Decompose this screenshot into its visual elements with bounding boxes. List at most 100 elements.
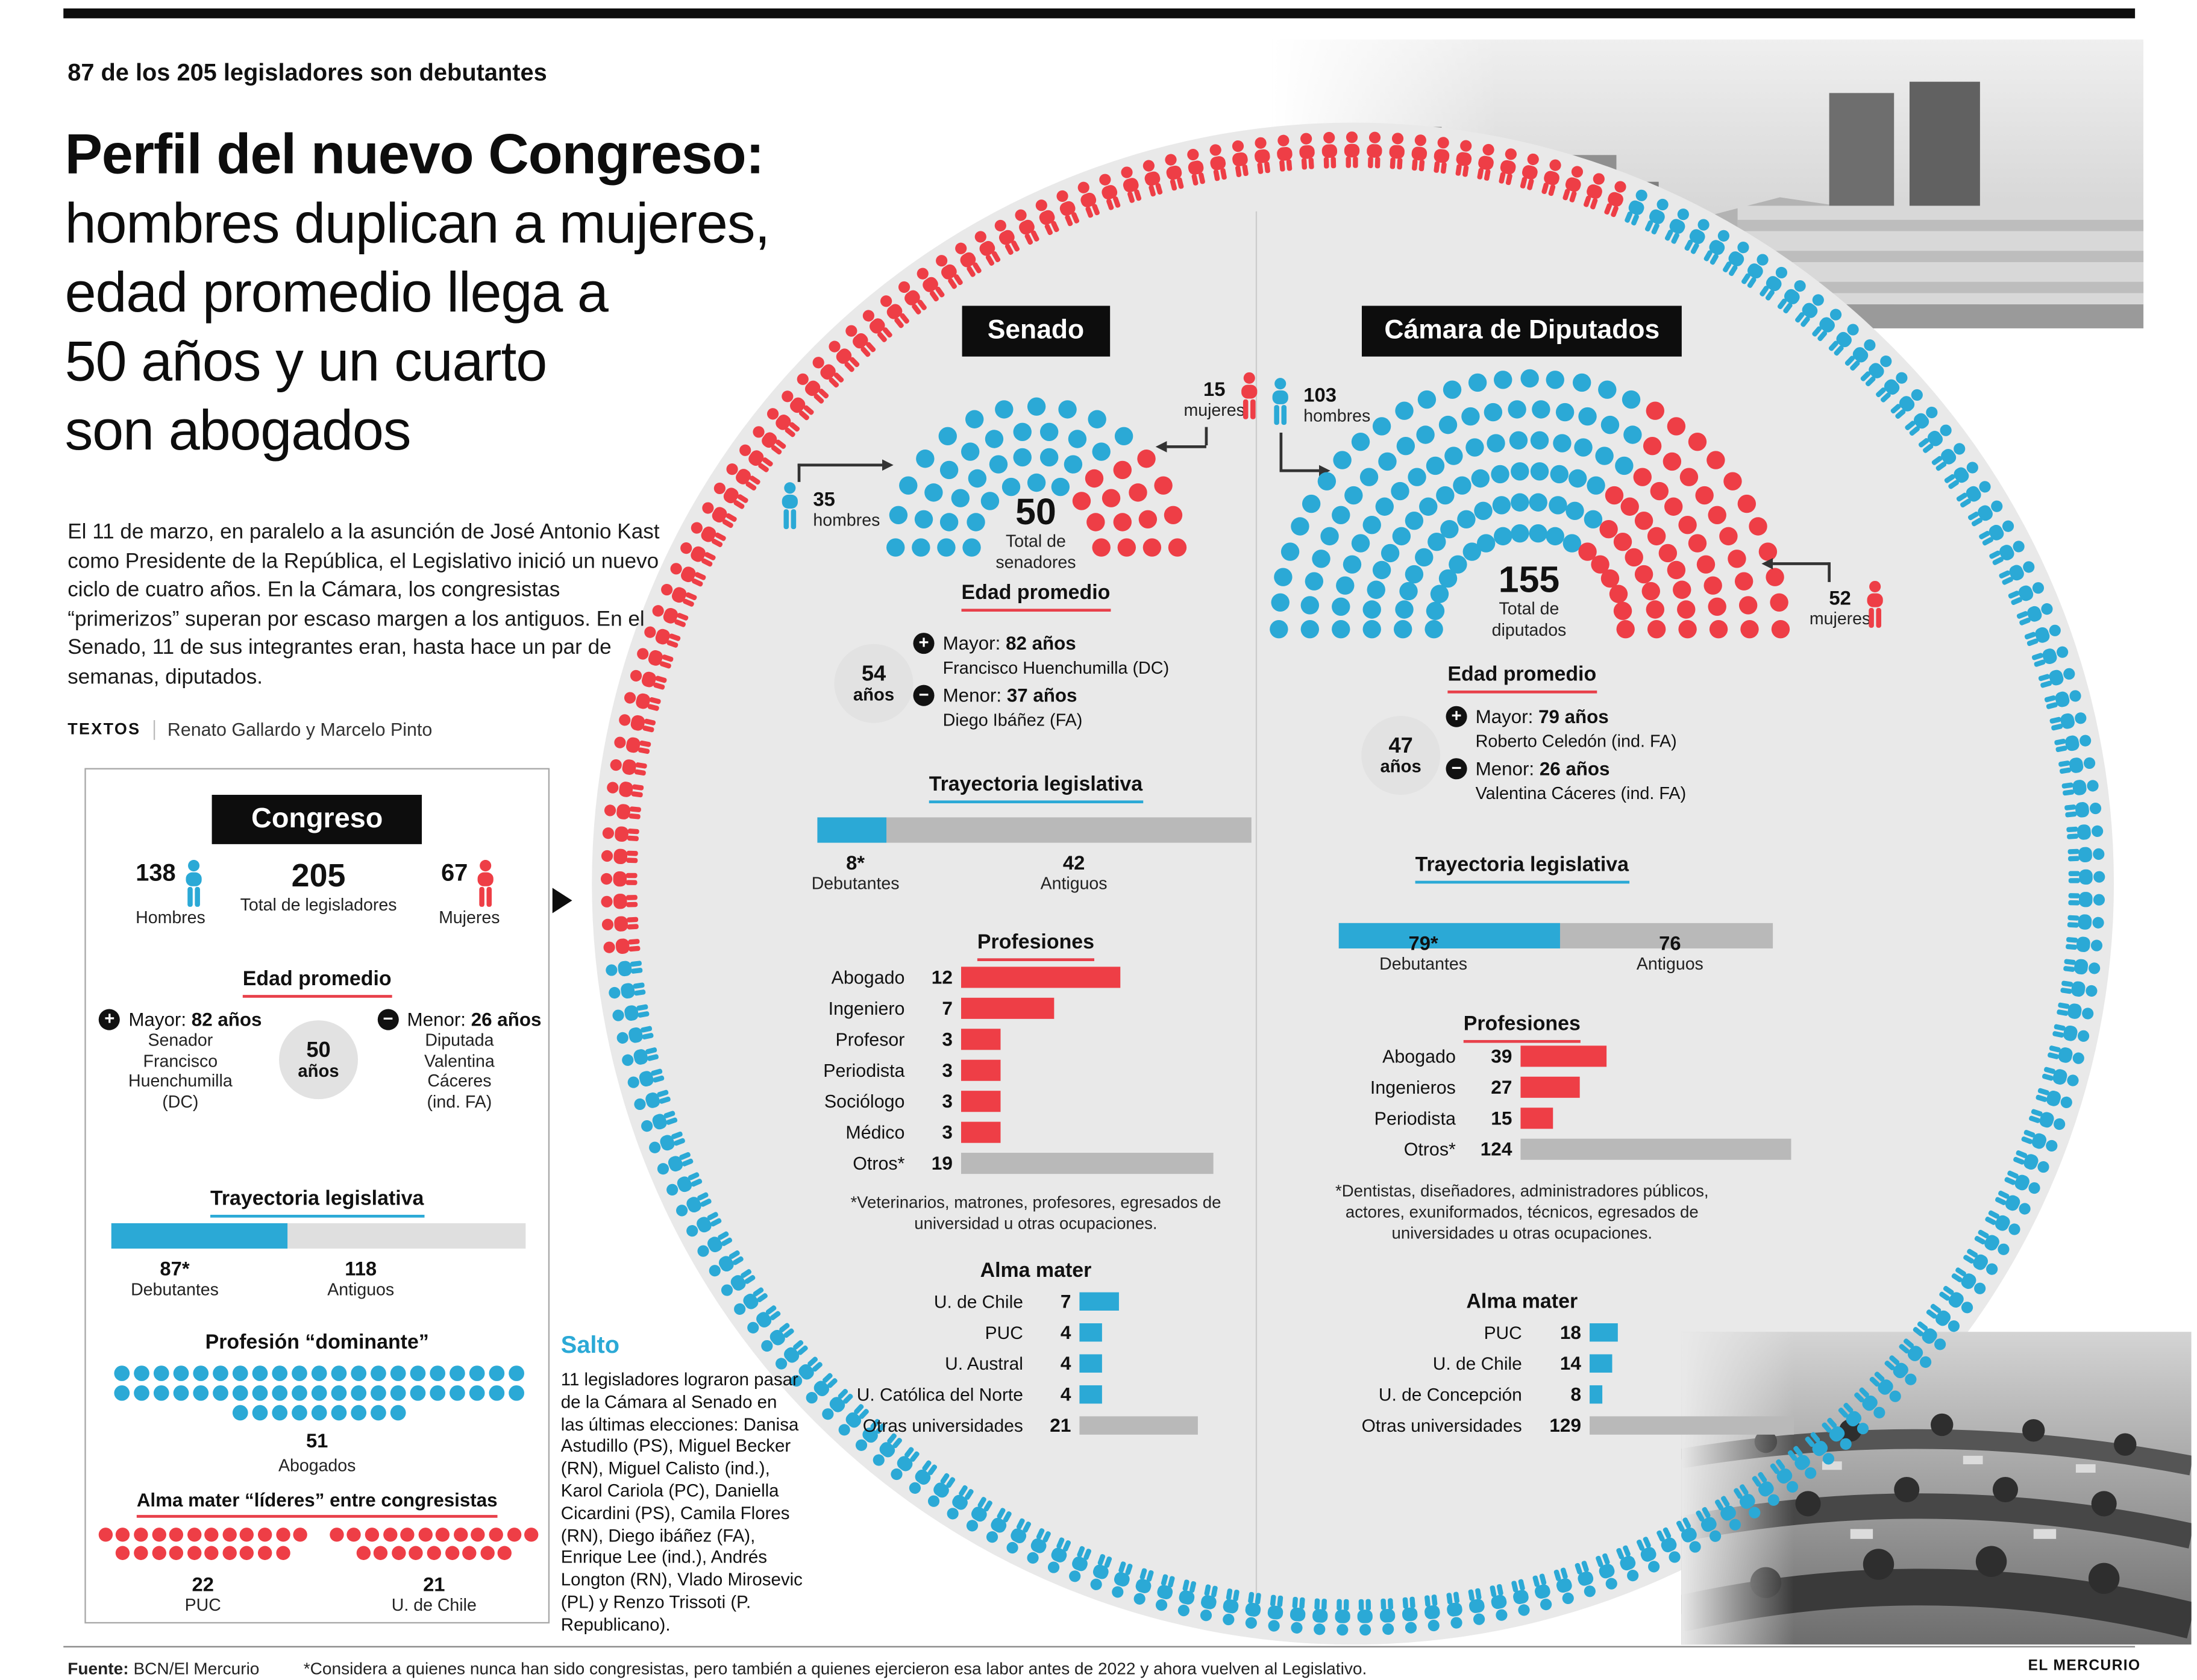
ring-person-female-icon	[1229, 139, 1250, 178]
person-dot	[133, 1385, 149, 1401]
seat-female	[1635, 511, 1653, 530]
seat-male	[1548, 495, 1567, 515]
seat-male	[1555, 402, 1574, 421]
arrow-hombres	[1279, 469, 1320, 472]
bar-label: Periodista	[823, 1059, 905, 1081]
camara-hombres-stat: 103 hombres	[1303, 383, 1371, 426]
abogados-count: 51	[306, 1429, 328, 1452]
seat-male	[1487, 433, 1506, 452]
seat-male	[962, 538, 980, 556]
seat-female	[1703, 575, 1722, 594]
female-person-icon	[1867, 580, 1883, 628]
seat-male	[1583, 509, 1602, 528]
bar-value: 4	[1060, 1353, 1071, 1374]
camara-edad-circle: 47 años	[1361, 716, 1441, 795]
person-dot	[436, 1528, 450, 1542]
seat-male	[995, 400, 1014, 419]
seat-male	[1333, 451, 1352, 470]
ring-person-male-icon	[647, 1129, 686, 1157]
bar-label: Sociólogo	[824, 1091, 905, 1112]
seat-male	[1407, 468, 1426, 486]
ring-person-male-icon	[1265, 1594, 1285, 1632]
seat-male	[1491, 495, 1510, 515]
seat-female	[1708, 506, 1727, 525]
congreso-mayor: + Mayor: 82 años Senador Francisco Huenc…	[97, 1009, 263, 1112]
ring-person-male-icon	[1552, 1566, 1578, 1606]
ring-person-female-icon	[601, 915, 639, 933]
seat-male	[1417, 390, 1437, 409]
seat-female	[1612, 533, 1632, 552]
bar-value: 4	[1060, 1321, 1071, 1343]
arrow-mujeres	[1828, 562, 1830, 582]
trayectoria-title: Trayectoria legislativa	[210, 1188, 424, 1218]
person-dot	[409, 1365, 425, 1381]
ring-person-male-icon	[1674, 1515, 1705, 1556]
seat-female	[1694, 486, 1714, 505]
headline-line: 50 años y un cuarto	[64, 331, 548, 393]
person-dot	[448, 1365, 465, 1381]
seat-male	[1623, 425, 1641, 444]
person-dot	[389, 1405, 406, 1421]
bar-value: 7	[942, 997, 953, 1019]
person-dot	[116, 1545, 130, 1559]
ring-person-male-icon	[2068, 869, 2105, 885]
ring-person-male-icon	[2041, 1065, 2081, 1089]
seat-male	[1058, 400, 1077, 419]
seat-male	[914, 510, 933, 528]
person-dot	[489, 1528, 504, 1542]
ring-person-female-icon	[1011, 206, 1042, 246]
seat-male	[1088, 410, 1106, 429]
person-dot	[271, 1365, 287, 1381]
camara-profesiones-chart: Abogado 39 Ingenieros 27 Periodista 15 Otros* 1…	[1322, 1045, 1808, 1170]
bar-row: Otras universidades 129	[1308, 1415, 1794, 1436]
senado-total: 50	[1015, 490, 1056, 533]
bar	[961, 997, 1054, 1019]
bar-row: Abogado 39	[1322, 1045, 1808, 1067]
male-person-icon	[782, 482, 798, 530]
seat-female	[1658, 543, 1677, 562]
plus-icon: +	[913, 633, 935, 654]
ring-person-male-icon	[2046, 1043, 2086, 1067]
ring-person-male-icon	[1003, 1517, 1033, 1556]
seat-female	[1676, 600, 1695, 618]
bar-label: Otros*	[853, 1153, 905, 1174]
person-dot	[113, 1365, 129, 1381]
person-dot	[471, 1528, 486, 1542]
bar-row: Ingeniero 7	[786, 997, 1265, 1019]
seat-male	[1405, 511, 1423, 530]
seat-male	[936, 538, 955, 556]
bar-value: 8	[1570, 1384, 1582, 1405]
ring-person-female-icon	[1475, 142, 1497, 181]
person-dot	[133, 1365, 149, 1381]
ring-person-female-icon	[1561, 164, 1587, 204]
seat-male	[1268, 619, 1288, 638]
person-dot	[409, 1385, 425, 1401]
trayectoria-title: Trayectoria legislativa	[1415, 854, 1629, 884]
seat-female	[1723, 472, 1741, 491]
person-dot	[462, 1545, 477, 1559]
seat-female	[1609, 585, 1628, 603]
seat-female	[1604, 486, 1623, 504]
seat-male	[1114, 427, 1133, 446]
person-dot	[508, 1385, 524, 1401]
bar-row: U. de Chile 7	[786, 1291, 1265, 1312]
ring-person-female-icon	[603, 802, 642, 821]
bar-label: Otras universidades	[1361, 1415, 1522, 1437]
seat-female	[1708, 619, 1728, 638]
bar-row: Profesor 3	[786, 1029, 1265, 1050]
person-dot	[172, 1365, 189, 1381]
bar	[1520, 1138, 1791, 1160]
bar-value: 39	[1491, 1045, 1512, 1067]
seat-male	[1301, 595, 1320, 614]
alma-mater-title: Alma mater	[980, 1259, 1092, 1283]
seat-male	[965, 410, 984, 429]
ring-person-male-icon	[1654, 1526, 1684, 1566]
bar-row: Periodista 3	[786, 1059, 1265, 1081]
seat-male	[1614, 456, 1633, 474]
ring-person-female-icon	[1388, 132, 1406, 170]
seat-male	[1415, 548, 1434, 566]
senado-hombres-stat: 35 hombres	[813, 487, 880, 530]
ring-person-female-icon	[1298, 132, 1316, 170]
seat-female	[1679, 468, 1698, 487]
